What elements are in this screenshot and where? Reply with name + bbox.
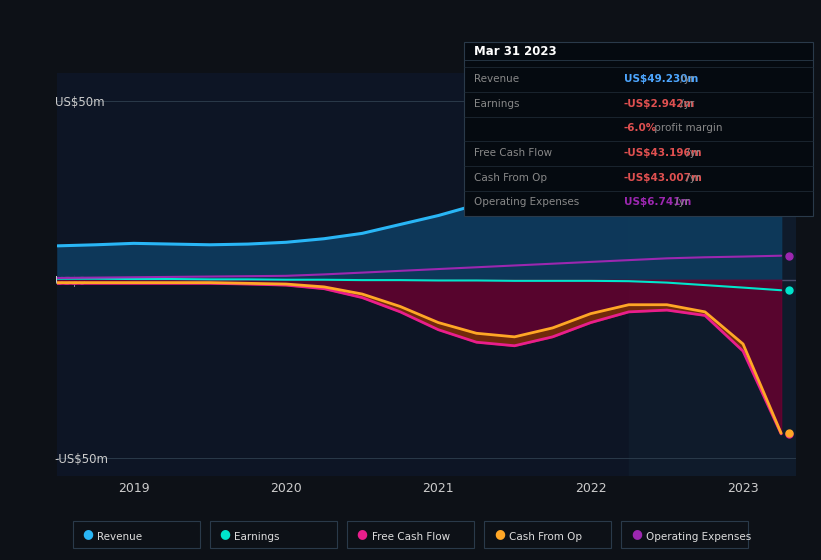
Text: /yr: /yr bbox=[677, 99, 695, 109]
Text: Cash From Op: Cash From Op bbox=[509, 531, 581, 542]
Text: -US$43.007m: -US$43.007m bbox=[624, 172, 703, 183]
Text: Free Cash Flow: Free Cash Flow bbox=[372, 531, 450, 542]
Text: -US$2.942m: -US$2.942m bbox=[624, 99, 695, 109]
Text: ●: ● bbox=[220, 528, 231, 540]
Text: Earnings: Earnings bbox=[235, 531, 280, 542]
Text: /yr: /yr bbox=[677, 74, 695, 84]
Text: profit margin: profit margin bbox=[650, 123, 722, 133]
Text: Revenue: Revenue bbox=[97, 531, 142, 542]
Text: /yr: /yr bbox=[672, 198, 690, 207]
Text: /yr: /yr bbox=[683, 172, 700, 183]
Text: /yr: /yr bbox=[683, 148, 700, 158]
Text: Free Cash Flow: Free Cash Flow bbox=[474, 148, 552, 158]
Text: Cash From Op: Cash From Op bbox=[474, 172, 547, 183]
Text: Operating Expenses: Operating Expenses bbox=[646, 531, 751, 542]
Text: ●: ● bbox=[356, 528, 368, 540]
Text: US$6.741m: US$6.741m bbox=[624, 198, 691, 207]
Bar bbox=[629, 73, 796, 476]
Text: ●: ● bbox=[631, 528, 642, 540]
Text: US$49.230m: US$49.230m bbox=[624, 74, 699, 84]
Text: -6.0%: -6.0% bbox=[624, 123, 657, 133]
Text: Mar 31 2023: Mar 31 2023 bbox=[474, 45, 557, 58]
Text: Earnings: Earnings bbox=[474, 99, 519, 109]
Text: Revenue: Revenue bbox=[474, 74, 519, 84]
Text: -US$43.196m: -US$43.196m bbox=[624, 148, 703, 158]
Text: ●: ● bbox=[82, 528, 94, 540]
Text: Operating Expenses: Operating Expenses bbox=[474, 198, 579, 207]
Text: ●: ● bbox=[493, 528, 505, 540]
